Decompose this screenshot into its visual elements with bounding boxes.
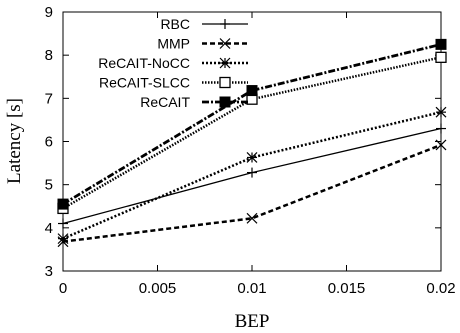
- open-square-marker: [219, 76, 231, 89]
- legend-entry: ReCAIT-NoCC: [98, 55, 248, 71]
- star-marker: [219, 57, 231, 69]
- cross-marker: [435, 139, 447, 151]
- legend-entry: ReCAIT-SLCC: [99, 75, 248, 91]
- legend: RBC MMP ReCAIT-NoCC ReCAIT-SLCC ReCAIT: [98, 16, 248, 110]
- filled-square-marker: [57, 198, 69, 210]
- filled-square-marker: [219, 96, 231, 108]
- legend-label: MMP: [157, 36, 190, 52]
- x-tick-label: 0.005: [139, 280, 177, 297]
- cross-marker: [219, 38, 231, 49]
- legend-entry: RBC: [160, 16, 248, 32]
- y-tick-label: 6: [45, 134, 53, 151]
- y-tick-label: 8: [45, 47, 53, 64]
- y-axis-label: Latency [s]: [4, 98, 25, 184]
- legend-label: RBC: [160, 16, 190, 32]
- series-recait-nocc: [57, 106, 447, 245]
- y-tick-label: 5: [45, 177, 53, 194]
- legend-label: ReCAIT: [140, 94, 190, 110]
- open-square-marker: [435, 51, 447, 63]
- axis-ticks: 3 4 5 6 7 8 9 0 0.005 0.01 0.015 0.02: [45, 4, 456, 297]
- legend-entry: ReCAIT: [140, 94, 248, 110]
- y-tick-label: 4: [45, 220, 53, 237]
- filled-square-marker: [435, 38, 447, 50]
- star-marker: [246, 152, 258, 163]
- series-recait: [57, 38, 447, 210]
- series-line: [62, 56, 442, 210]
- x-tick-label: 0.01: [237, 280, 266, 297]
- cross-marker: [246, 212, 258, 224]
- legend-entry: MMP: [157, 36, 248, 52]
- star-marker: [435, 106, 447, 118]
- legend-label: ReCAIT-SLCC: [99, 75, 190, 91]
- series-rbc: [58, 123, 446, 229]
- star-marker: [57, 233, 69, 245]
- filled-square-marker: [246, 85, 258, 97]
- x-tick-label: 0: [59, 280, 67, 297]
- series-layer: [57, 38, 447, 248]
- legend-label: ReCAIT-NoCC: [98, 55, 190, 71]
- y-tick-label: 7: [45, 90, 53, 107]
- x-tick-label: 0.02: [426, 280, 455, 297]
- x-axis-label: BEP: [235, 311, 270, 332]
- y-tick-label: 9: [45, 4, 53, 21]
- y-tick-label: 3: [45, 263, 53, 280]
- x-tick-label: 0.015: [328, 280, 366, 297]
